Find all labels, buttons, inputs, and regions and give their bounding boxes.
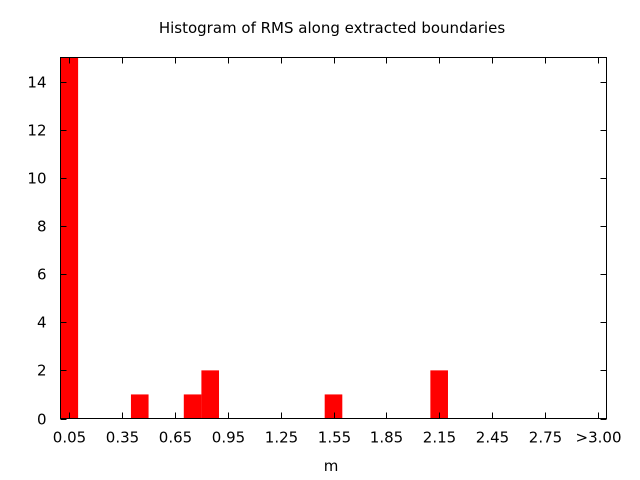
y-tick-label-7: 14	[27, 74, 46, 92]
histogram-bar-2	[183, 394, 202, 419]
chart-title: Histogram of RMS along extracted boundar…	[159, 19, 506, 37]
x-tick-label-10: >3.00	[576, 429, 622, 447]
y-tick-label-6: 12	[27, 122, 46, 140]
x-tick-label-4: 1.25	[265, 429, 298, 447]
y-tick-label-2: 4	[37, 314, 47, 332]
histogram-bar-1	[130, 394, 149, 419]
x-axis-label: m	[324, 457, 339, 475]
plot-frame	[60, 57, 607, 419]
x-tick-label-7: 2.15	[423, 429, 456, 447]
x-tick-label-6: 1.85	[370, 429, 403, 447]
y-tick-label-0: 0	[37, 411, 47, 429]
y-tick-label-5: 10	[27, 170, 46, 188]
histogram-bar-0	[60, 57, 79, 419]
x-tick-label-1: 0.35	[106, 429, 139, 447]
x-tick-label-3: 0.95	[212, 429, 245, 447]
histogram-bar-5	[430, 370, 448, 419]
y-tick-label-4: 8	[37, 218, 47, 236]
x-tick-label-8: 2.45	[476, 429, 509, 447]
x-tick-label-5: 1.55	[318, 429, 351, 447]
x-tick-label-9: 2.75	[529, 429, 562, 447]
histogram-bar-4	[324, 394, 343, 419]
y-tick-label-3: 6	[37, 266, 47, 284]
ticks-group: 0 2 4 6 8 10 12 14 0.05 0.35 0.65 0.95 1.25 1.55 1.85 2…	[27, 57, 622, 447]
x-tick-label-2: 0.65	[159, 429, 192, 447]
x-tick-label-0: 0.05	[53, 429, 86, 447]
y-tick-label-1: 2	[37, 362, 47, 380]
histogram-bar-3	[201, 370, 220, 419]
bars-group	[60, 57, 448, 419]
